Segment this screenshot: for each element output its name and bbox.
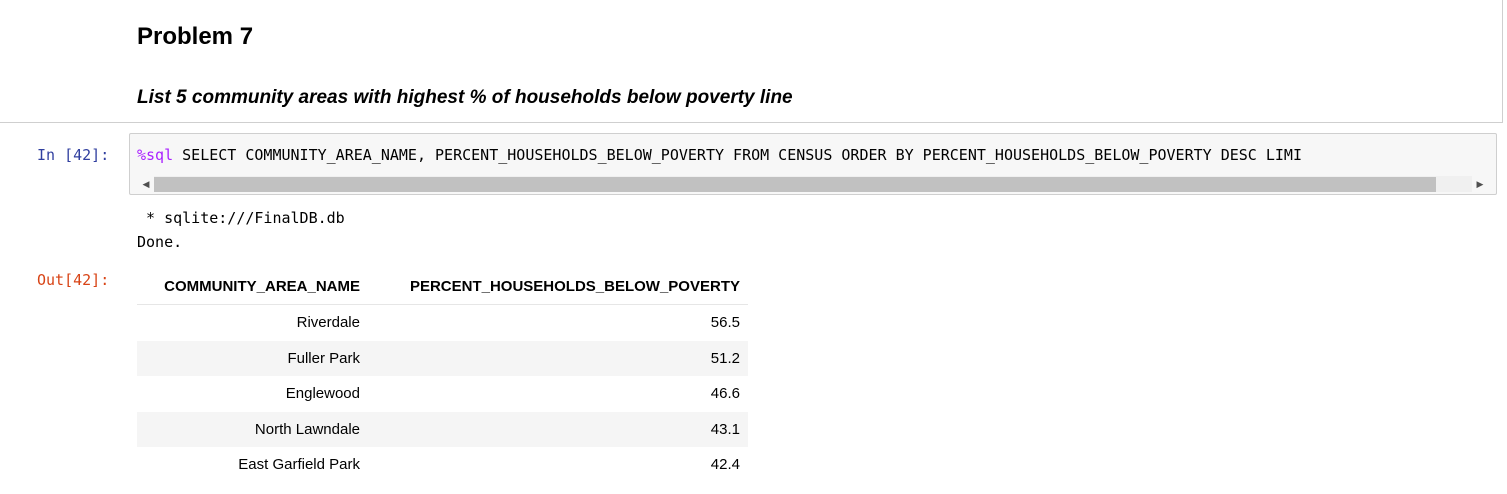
sql-magic-keyword: %sql xyxy=(137,146,174,164)
community-area-cell: North Lawndale xyxy=(254,420,360,438)
table-row: Fuller Park 51.2 xyxy=(137,340,748,376)
chevron-left-icon[interactable]: ◀ xyxy=(142,179,150,189)
code-line[interactable]: %sql SELECT COMMUNITY_AREA_NAME, PERCENT… xyxy=(137,145,1302,165)
chevron-right-icon[interactable]: ▶ xyxy=(1476,179,1484,189)
table-row: East Garfield Park 42.4 xyxy=(137,447,748,483)
community-area-cell: Fuller Park xyxy=(287,349,360,367)
scroll-thumb[interactable] xyxy=(154,177,1436,192)
input-prompt: In [42]: xyxy=(37,146,110,164)
table-row: Riverdale 56.5 xyxy=(137,305,748,341)
code-input-area[interactable]: %sql SELECT COMMUNITY_AREA_NAME, PERCENT… xyxy=(129,133,1497,195)
poverty-percent-cell: 43.1 xyxy=(710,420,740,438)
table-row: North Lawndale 43.1 xyxy=(137,411,748,447)
community-area-cell: Englewood xyxy=(285,385,360,403)
community-area-cell: East Garfield Park xyxy=(238,456,360,474)
stdout-connection-line: * sqlite:///FinalDB.db xyxy=(137,209,345,227)
horizontal-scrollbar[interactable]: ◀ ▶ xyxy=(138,176,1488,192)
table-row: Englewood 46.6 xyxy=(137,376,748,412)
sql-query-text: SELECT COMMUNITY_AREA_NAME, PERCENT_HOUS… xyxy=(173,146,1302,164)
result-table: COMMUNITY_AREA_NAME PERCENT_HOUSEHOLDS_B… xyxy=(137,268,748,483)
poverty-percent-cell: 56.5 xyxy=(710,314,740,332)
output-prompt: Out[42]: xyxy=(37,271,110,289)
column-header: COMMUNITY_AREA_NAME xyxy=(164,277,360,295)
table-header-row: COMMUNITY_AREA_NAME PERCENT_HOUSEHOLDS_B… xyxy=(137,268,748,305)
column-header: PERCENT_HOUSEHOLDS_BELOW_POVERTY xyxy=(409,277,740,295)
poverty-percent-cell: 46.6 xyxy=(710,385,740,403)
poverty-percent-cell: 51.2 xyxy=(710,349,740,367)
stdout-output: * sqlite:///FinalDB.db Done. xyxy=(137,206,345,254)
community-area-cell: Riverdale xyxy=(296,314,360,332)
markdown-cell[interactable]: Problem 7 List 5 community areas with hi… xyxy=(0,0,1503,123)
stdout-done-line: Done. xyxy=(137,233,183,251)
problem-description: List 5 community areas with highest % of… xyxy=(137,87,793,108)
problem-heading: Problem 7 xyxy=(137,23,254,50)
poverty-percent-cell: 42.4 xyxy=(710,456,740,474)
